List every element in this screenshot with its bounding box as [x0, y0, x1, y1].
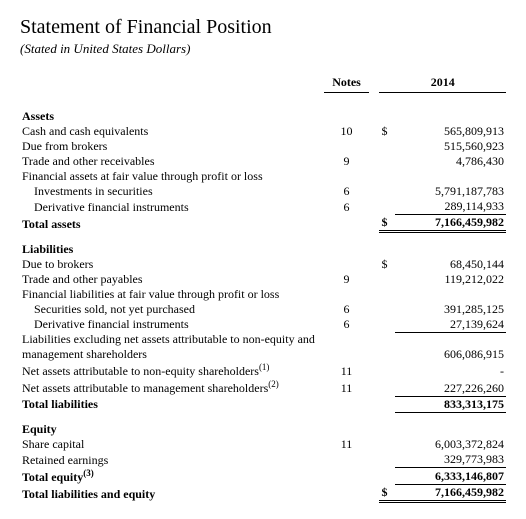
table-row: Liabilities excluding net assets attribu… [20, 332, 506, 362]
row-value: 329,773,983 [395, 452, 506, 468]
table-header-row: Notes 2014 [20, 75, 506, 93]
row-label: Trade and other receivables [20, 154, 324, 169]
table-row: Trade and other payables 9 119,212,022 [20, 272, 506, 287]
header-notes: Notes [324, 75, 370, 93]
row-note: 9 [324, 154, 370, 169]
page-subtitle: (Stated in United States Dollars) [20, 41, 506, 57]
row-label: Total equity(3) [20, 468, 324, 485]
row-label: Total liabilities [20, 396, 324, 412]
table-row: Due from brokers 515,560,923 [20, 139, 506, 154]
superscript: (1) [259, 362, 270, 372]
row-value: 833,313,175 [395, 396, 506, 412]
row-note: 11 [324, 379, 370, 396]
row-label: Financial liabilities at fair value thro… [20, 287, 324, 302]
row-value: 68,450,144 [395, 257, 506, 272]
row-value: - [395, 362, 506, 379]
assets-heading: Assets [20, 99, 324, 124]
currency-symbol: $ [379, 257, 394, 272]
row-value: 606,086,915 [395, 332, 506, 362]
row-label: Securities sold, not yet purchased [20, 302, 324, 317]
table-row: Financial assets at fair value through p… [20, 169, 506, 184]
superscript: (2) [268, 379, 279, 389]
liabilities-heading: Liabilities [20, 232, 324, 257]
page-title: Statement of Financial Position [20, 16, 506, 39]
row-label: Investments in securities [20, 184, 324, 199]
row-value: 7,166,459,982 [395, 485, 506, 502]
total-row: Total equity(3) 6,333,146,807 [20, 468, 506, 485]
table-row: Investments in securities 6 5,791,187,78… [20, 184, 506, 199]
row-label: Total assets [20, 215, 324, 232]
row-label: Derivative financial instruments [20, 199, 324, 215]
grand-total-row: Total liabilities and equity $ 7,166,459… [20, 485, 506, 502]
row-value: 515,560,923 [395, 139, 506, 154]
row-note: 6 [324, 302, 370, 317]
row-value: 119,212,022 [395, 272, 506, 287]
header-year: 2014 [379, 75, 506, 93]
table-row: Cash and cash equivalents 10 $ 565,809,9… [20, 124, 506, 139]
total-row: Total assets $ 7,166,459,982 [20, 215, 506, 232]
table-row: Retained earnings 329,773,983 [20, 452, 506, 468]
row-value: 4,786,430 [395, 154, 506, 169]
table-row: Net assets attributable to management sh… [20, 379, 506, 396]
row-label: Trade and other payables [20, 272, 324, 287]
table-row: Due to brokers $ 68,450,144 [20, 257, 506, 272]
row-label: Net assets attributable to non-equity sh… [20, 362, 324, 379]
row-value: 289,114,933 [395, 199, 506, 215]
row-note: 10 [324, 124, 370, 139]
superscript: (3) [83, 468, 94, 478]
row-value: 7,166,459,982 [395, 215, 506, 232]
table-row: Derivative financial instruments 6 27,13… [20, 317, 506, 333]
table-row: Financial liabilities at fair value thro… [20, 287, 506, 302]
currency-symbol: $ [379, 124, 394, 139]
row-label: Total liabilities and equity [20, 485, 324, 502]
row-note: 6 [324, 199, 370, 215]
row-label: Share capital [20, 437, 324, 452]
row-label: Retained earnings [20, 452, 324, 468]
equity-heading: Equity [20, 412, 324, 437]
row-label: Due to brokers [20, 257, 324, 272]
table-row: Securities sold, not yet purchased 6 391… [20, 302, 506, 317]
total-row: Total liabilities 833,313,175 [20, 396, 506, 412]
table-row: Share capital 11 6,003,372,824 [20, 437, 506, 452]
row-label: Net assets attributable to management sh… [20, 379, 324, 396]
row-label: Liabilities excluding net assets attribu… [20, 332, 324, 362]
row-note: 6 [324, 317, 370, 333]
row-value: 565,809,913 [395, 124, 506, 139]
row-note: 11 [324, 437, 370, 452]
row-value: 27,139,624 [395, 317, 506, 333]
row-value: 5,791,187,783 [395, 184, 506, 199]
table-row: Net assets attributable to non-equity sh… [20, 362, 506, 379]
row-label: Financial assets at fair value through p… [20, 169, 324, 184]
row-note: 9 [324, 272, 370, 287]
row-note: 11 [324, 362, 370, 379]
row-value: 6,333,146,807 [395, 468, 506, 485]
table-row: Derivative financial instruments 6 289,1… [20, 199, 506, 215]
financial-table: Notes 2014 Assets Cash and cash equivale… [20, 75, 506, 503]
currency-symbol: $ [379, 485, 394, 502]
currency-symbol: $ [379, 215, 394, 232]
row-label: Due from brokers [20, 139, 324, 154]
row-value: 227,226,260 [395, 379, 506, 396]
row-value: 391,285,125 [395, 302, 506, 317]
row-value: 6,003,372,824 [395, 437, 506, 452]
row-label: Cash and cash equivalents [20, 124, 324, 139]
table-row: Trade and other receivables 9 4,786,430 [20, 154, 506, 169]
row-note: 6 [324, 184, 370, 199]
row-label: Derivative financial instruments [20, 317, 324, 333]
